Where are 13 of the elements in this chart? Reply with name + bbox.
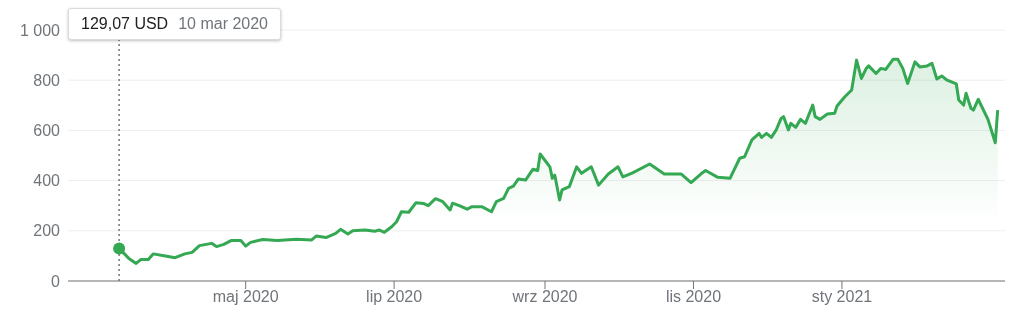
y-tick-label: 1 000 [19,21,61,39]
x-tick-label: maj 2020 [212,288,279,306]
y-tick-label: 800 [33,71,61,89]
x-tick-label: lis 2020 [665,288,722,306]
x-tick-label: sty 2021 [811,288,873,306]
y-tick-label: 600 [33,122,61,140]
y-tick-label: 200 [33,222,61,240]
annotation: 10 mar 2020 [178,15,269,32]
x-tick-label: lip 2020 [366,288,423,306]
annotation: 129,07 USD [81,15,169,32]
y-tick-label: 0 [51,272,61,290]
y-tick-label: 400 [33,172,61,190]
x-tick-label: wrz 2020 [511,288,578,306]
